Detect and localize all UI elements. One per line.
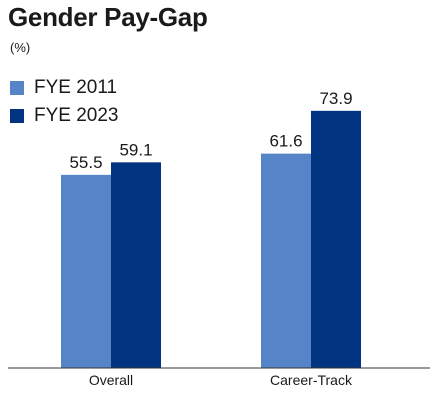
data-label-career-track-fye-2023: 73.9 <box>319 89 352 108</box>
data-label-overall-fye-2023: 59.1 <box>119 140 152 159</box>
data-label-career-track-fye-2011: 61.6 <box>269 132 302 151</box>
legend: FYE 2011 FYE 2023 <box>10 74 119 130</box>
bar-career-track-fye-2011 <box>261 153 311 368</box>
chart-title: Gender Pay-Gap <box>8 2 208 32</box>
bar-career-track-fye-2023 <box>311 110 361 368</box>
legend-swatch-fye-2023 <box>10 109 24 123</box>
category-label-career-track: Career-Track <box>270 372 353 388</box>
legend-item-fye-2011: FYE 2011 <box>10 74 119 102</box>
legend-label-fye-2011: FYE 2011 <box>34 77 118 98</box>
data-label-overall-fye-2011: 55.5 <box>69 153 102 172</box>
legend-label-fye-2023: FYE 2023 <box>34 105 119 126</box>
category-label-overall: Overall <box>89 372 133 388</box>
legend-item-fye-2023: FYE 2023 <box>10 102 119 130</box>
legend-swatch-fye-2011 <box>10 81 24 95</box>
bar-overall-fye-2023 <box>111 162 161 368</box>
bar-overall-fye-2011 <box>61 174 111 368</box>
unit-label: (%) <box>10 40 31 55</box>
